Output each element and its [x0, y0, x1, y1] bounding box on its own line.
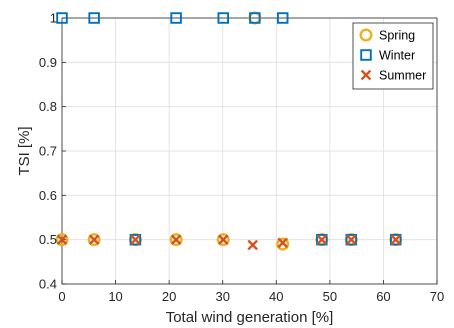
x-tick-label: 40 [269, 289, 283, 304]
x-tick-label: 10 [108, 289, 122, 304]
legend-marker-spring [359, 28, 373, 42]
y-tick-label: 0.9 [39, 55, 57, 70]
winter-point [56, 12, 68, 24]
series-summer [56, 234, 402, 251]
legend-marker-winter [360, 49, 372, 61]
summer-point [316, 234, 328, 245]
winter-point [390, 233, 402, 246]
summer-point [390, 234, 402, 245]
y-tick-label: 0.6 [39, 188, 57, 203]
summer-point [277, 237, 289, 249]
y-axis-label: TSI [%] [16, 126, 33, 175]
summer-point [345, 234, 357, 245]
spring-point [87, 233, 101, 247]
winter-point [88, 12, 100, 24]
y-tick-label: 0.8 [39, 99, 57, 114]
data-marks [55, 11, 403, 251]
legend-label-spring: Spring [379, 29, 415, 43]
winter-point [129, 233, 142, 246]
winter-point [345, 233, 358, 246]
y-tick-label: 1 [50, 11, 57, 26]
tick-labels: 0 10 20 30 40 50 60 70 0.4 0.5 0.6 0.7 0.8 0.9 1 [39, 11, 444, 305]
spring-point [55, 233, 69, 247]
x-tick-label: 60 [376, 289, 390, 304]
legend-label-winter: Winter [379, 49, 415, 63]
winter-point [217, 12, 229, 24]
legend-box [352, 22, 434, 90]
y-tick-label: 0.5 [39, 232, 57, 247]
winter-point [249, 12, 261, 24]
x-tick-label: 20 [162, 289, 176, 304]
series-winter [56, 12, 402, 246]
x-tick-label: 70 [430, 289, 444, 304]
summer-point [56, 234, 68, 245]
winter-point [316, 233, 328, 246]
summer-point [217, 234, 229, 245]
legend-label-summer: Summer [379, 69, 426, 83]
legend-marker-summer [360, 69, 372, 81]
x-tick-label: 30 [215, 289, 229, 304]
y-tick-label: 0.7 [39, 144, 57, 159]
winter-point [276, 12, 289, 24]
y-tick-label: 0.4 [39, 277, 57, 292]
spring-point [276, 237, 290, 251]
spring-point [169, 233, 183, 247]
x-tick-label: 0 [58, 289, 65, 304]
winter-point [170, 12, 182, 24]
summer-point [130, 234, 141, 245]
spring-point [216, 233, 230, 247]
summer-point [88, 234, 100, 245]
summer-point [170, 234, 182, 245]
summer-point [247, 239, 259, 251]
x-axis-label: Total wind generation [%] [166, 309, 334, 326]
x-tick-label: 50 [323, 289, 337, 304]
legend: Spring Winter Summer [352, 22, 434, 90]
